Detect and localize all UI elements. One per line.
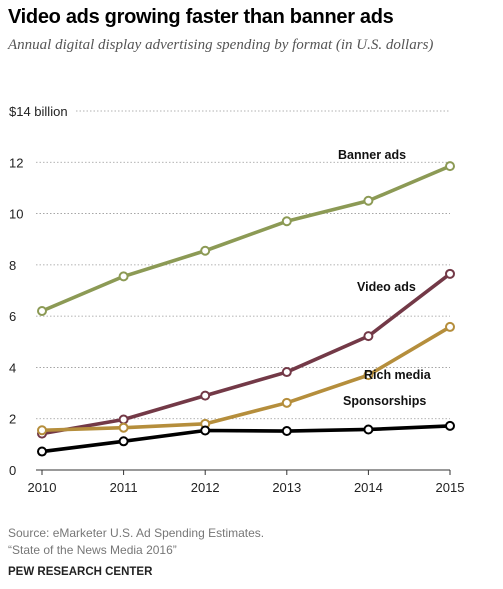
data-point — [281, 367, 292, 378]
data-point — [281, 426, 292, 437]
series-label: Banner ads — [338, 148, 406, 162]
x-tick-label: 2013 — [272, 480, 301, 495]
y-tick-label: 6 — [9, 309, 16, 324]
y-tick-label: 12 — [9, 155, 23, 170]
series-line-banner-ads — [40, 164, 452, 313]
series-line-video-ads — [40, 272, 452, 436]
grid-layer: 0 2 4 6 8 10 12 $14 billion 2010 2011 2012 2013 2014… — [9, 104, 464, 495]
data-point — [281, 397, 292, 408]
data-point — [363, 195, 374, 206]
series-line-sponsorships — [40, 424, 452, 454]
data-point — [37, 446, 47, 457]
y-tick-label: 4 — [9, 360, 16, 375]
source-line-1: Source: eMarketer U.S. Ad Spending Estim… — [8, 526, 265, 540]
data-point — [363, 331, 374, 342]
line-chart: 0 2 4 6 8 10 12 $14 billion 2010 2011 2012 2013 2014… — [9, 104, 464, 495]
data-point — [118, 414, 129, 425]
data-point — [281, 216, 292, 227]
data-point — [363, 370, 374, 381]
data-point — [445, 321, 455, 332]
data-point — [200, 245, 211, 256]
data-point — [118, 271, 129, 282]
y-tick-label: 0 — [9, 463, 16, 478]
x-tick-label: 2011 — [110, 480, 138, 495]
x-tick-label: 2012 — [191, 480, 220, 495]
data-point — [445, 420, 455, 431]
data-point — [445, 161, 455, 172]
chart-subtitle: Annual digital display advertising spend… — [8, 37, 434, 53]
data-point — [445, 268, 455, 279]
series-line-rich-media — [40, 325, 452, 433]
source-line-2: “State of the News Media 2016” — [8, 543, 177, 557]
data-point — [37, 425, 47, 436]
source-note: Source: eMarketer U.S. Ad Spending Estim… — [8, 525, 264, 559]
organization-credit: PEW RESEARCH CENTER — [8, 566, 153, 578]
data-point — [37, 306, 47, 317]
x-tick-label: 2014 — [354, 480, 383, 495]
data-point — [200, 425, 211, 436]
y-tick-label: 2 — [9, 412, 16, 427]
series-label: Rich media — [364, 368, 432, 382]
y-tick-label: $14 billion — [9, 104, 68, 119]
x-tick-label: 2015 — [436, 480, 465, 495]
chart-title: Video ads growing faster than banner ads — [8, 6, 394, 28]
x-tick-label: 2010 — [28, 480, 57, 495]
series-label: Video ads — [357, 280, 416, 294]
data-point — [118, 436, 129, 447]
series-labels: Banner ads Video ads Rich media Sponsorship… — [338, 148, 432, 408]
data-point — [363, 424, 374, 435]
y-tick-label: 10 — [9, 207, 23, 222]
series-lines — [40, 164, 452, 454]
series-points — [37, 161, 455, 457]
series-label: Sponsorships — [343, 394, 426, 408]
data-point — [118, 422, 129, 433]
y-tick-label: 8 — [9, 258, 16, 273]
data-point — [200, 390, 211, 401]
